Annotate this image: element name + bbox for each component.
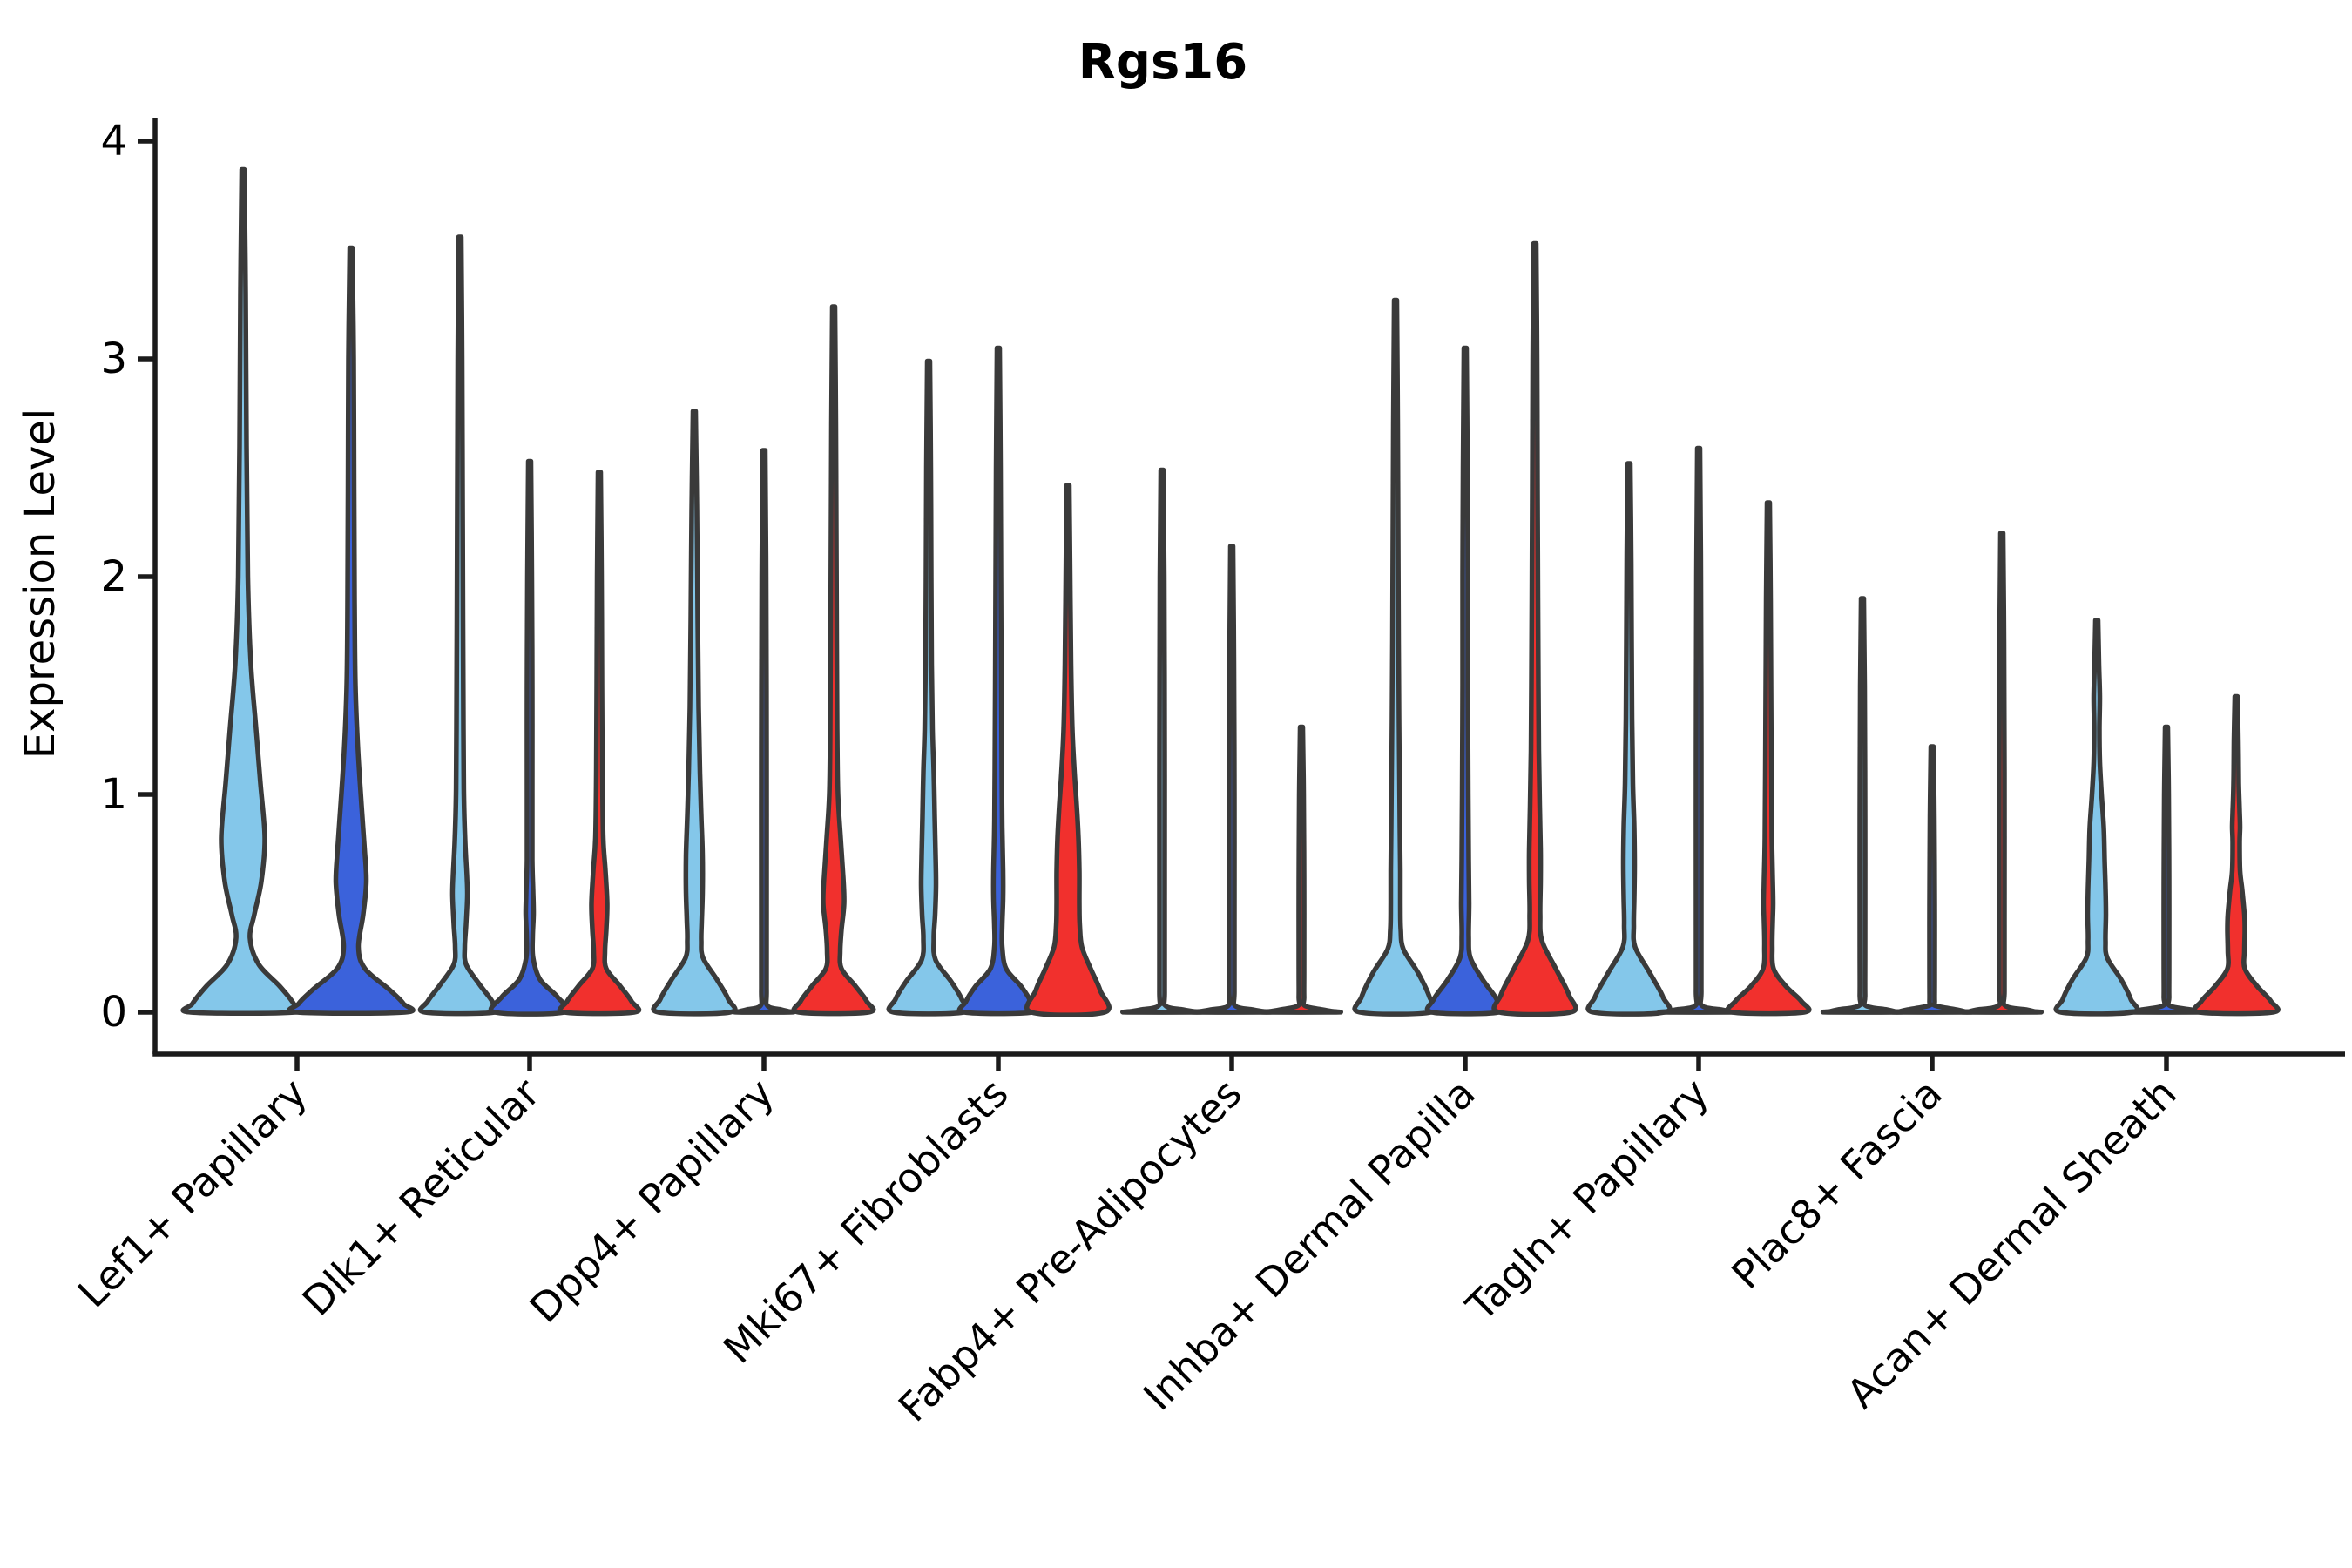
- violin-8-sky: [2053, 618, 2140, 1017]
- y-tick-label: 4: [100, 117, 127, 166]
- violin-3-blue: [956, 345, 1040, 1017]
- violin-6-blue: [1657, 445, 1740, 1015]
- violin-2-sky: [651, 409, 738, 1017]
- violin-5-red: [1491, 240, 1578, 1017]
- y-tick-label: 3: [100, 335, 127, 383]
- violin-5-blue: [1424, 345, 1506, 1017]
- violin-7-red: [1960, 531, 2044, 1015]
- violin-4-sky: [1120, 467, 1204, 1015]
- y-tick-label: 2: [100, 552, 127, 601]
- x-tick-label: Dlk1+ Reticular: [294, 1070, 549, 1325]
- chart-title: Rgs16: [1078, 34, 1247, 91]
- violin-6-sky: [1585, 461, 1673, 1017]
- y-axis-label: Expression Level: [16, 409, 64, 760]
- violin-0-sky: [180, 166, 306, 1017]
- y-tick-label: 1: [100, 770, 127, 819]
- violin-3-sky: [886, 358, 971, 1017]
- violin-0-blue: [287, 245, 416, 1017]
- violin-4-blue: [1190, 544, 1274, 1015]
- violin-1-blue: [488, 458, 571, 1017]
- violin-2-red: [791, 304, 876, 1017]
- x-tick-label: Tagln+ Papillary: [1456, 1070, 1718, 1331]
- violin-5-sky: [1352, 297, 1439, 1017]
- violin-1-sky: [417, 234, 503, 1017]
- x-tick-label: Lef1+ Papillary: [69, 1070, 316, 1317]
- violin-3-red: [1024, 483, 1112, 1017]
- violin-6-red: [1725, 500, 1812, 1017]
- violin-1-red: [557, 470, 642, 1017]
- x-tick-label: Dpp4+ Papillary: [521, 1070, 783, 1332]
- violin-8-blue: [2125, 724, 2208, 1015]
- violin-4-red: [1260, 724, 1343, 1015]
- x-tick-label: Plac8+ Fascia: [1722, 1070, 1950, 1298]
- violin-7-blue: [1890, 744, 1974, 1015]
- violins: [180, 166, 2281, 1017]
- violin-2-blue: [732, 448, 796, 1015]
- y-tick-label: 0: [100, 988, 127, 1037]
- violin-8-red: [2192, 693, 2281, 1017]
- violin-7-sky: [1821, 596, 1904, 1015]
